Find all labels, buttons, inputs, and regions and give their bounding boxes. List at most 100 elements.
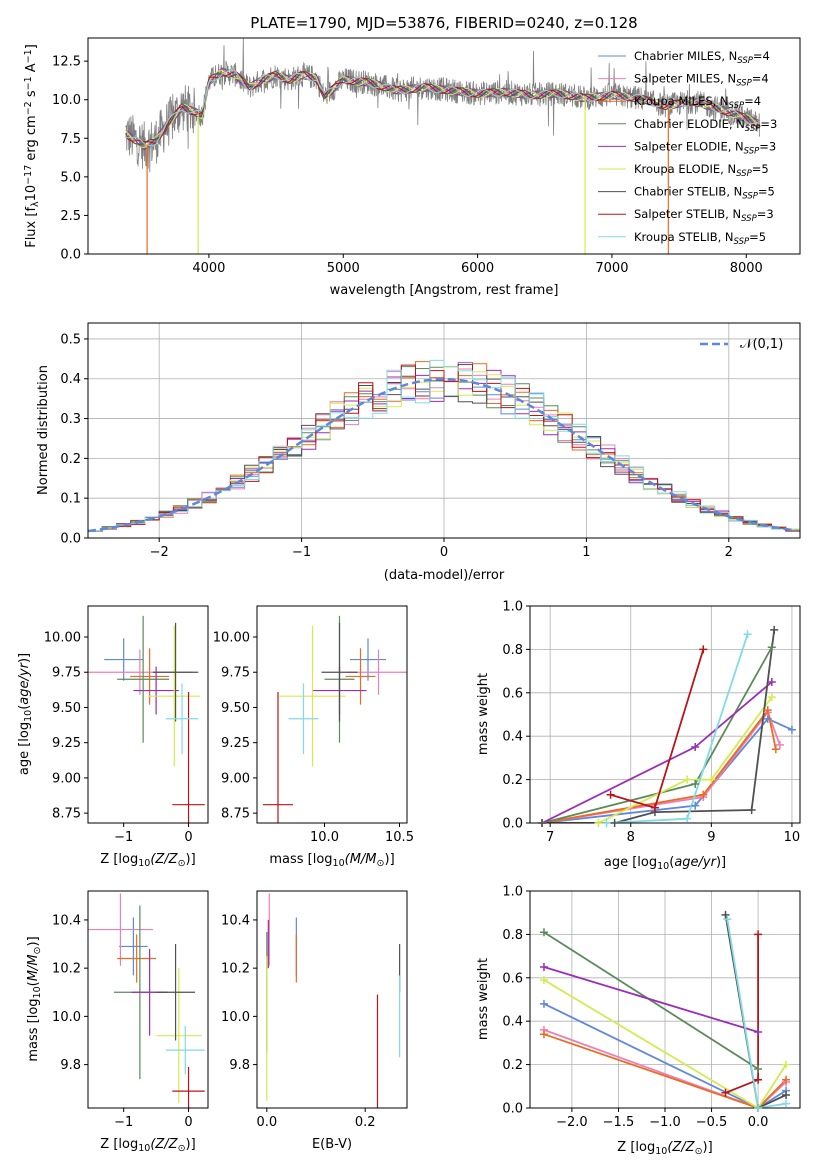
legend-label-text: Salpeter MILES, N	[634, 72, 736, 86]
legend-label-text: Chabrier MILES, N	[634, 49, 737, 63]
weight_vs_z-ylabel: mass weight	[476, 958, 491, 1040]
residuals-ytick-label: 0.2	[60, 452, 81, 467]
spectrum-ylabel-part: −1	[23, 49, 34, 63]
weight_vs_age-ylabel: mass weight	[476, 673, 491, 755]
weight_vs_z-xtick-label: −2.0	[556, 1115, 588, 1130]
age_vs_z-ylabel-part: )]	[17, 653, 32, 663]
age_vs_mass-xlabel-part: mass [log	[269, 852, 332, 867]
weight_vs_z-marker-salpeter_elodie	[539, 962, 548, 971]
age_vs_z-ytick-label: 9.75	[52, 666, 81, 681]
spectrum-legend-label: Chabrier MILES, NSSP=4	[634, 49, 770, 66]
spectrum-ylabel-part: erg cm	[24, 115, 39, 164]
weight_vs_z-ytick-label: 0.4	[502, 1015, 523, 1030]
age_vs_z-xlabel-part: 10	[138, 858, 150, 869]
weight_vs_z-frame	[529, 890, 801, 1109]
weight_vs_age-marker-salpeter_elodie	[691, 743, 700, 752]
spectrum-ylabel-part: −17	[23, 165, 34, 185]
spectrum-model-kroupa_elodie	[125, 69, 760, 149]
mass_vs_z-ylabel: mass [log10(M/M⊙)]	[26, 936, 43, 1061]
residuals-hist-chabrier_stelib	[88, 375, 800, 532]
age_vs_z-xlabel-part: Z [log	[100, 852, 138, 867]
weight_vs_age-xlabel-part: )]	[716, 855, 726, 870]
spectrum-legend-label: Kroupa STELIB, NSSP=5	[634, 230, 766, 247]
residuals-ytick-label: 0.5	[60, 332, 81, 347]
mass_vs_ebv-plot-area	[266, 893, 401, 1108]
spectrum-ytick-label: 7.5	[60, 132, 81, 147]
spectrum-ytick-label: 2.5	[60, 209, 81, 224]
mass_vs_z-ylabel-part: )]	[26, 936, 41, 946]
residuals-plot-area	[88, 359, 800, 533]
spectrum-ytick-label: 12.5	[52, 55, 81, 70]
legend-label-suffix: =4	[753, 49, 770, 63]
spectrum-ylabel-part: s	[24, 90, 39, 101]
age_vs_mass-xtick-label: 10.5	[385, 830, 414, 845]
weight_vs_z-line-chabrier_elodie	[543, 931, 759, 1070]
weight_vs_z-line-kroupa_stelib	[726, 919, 787, 1108]
spectrum-legend-label: Salpeter ELODIE, NSSP=3	[634, 139, 776, 156]
weight_vs_z-ytick-label: 0.0	[502, 1102, 523, 1117]
residuals-gauss-curve	[88, 377, 798, 533]
weight_vs_age-ytick-label: 0.4	[502, 730, 523, 745]
age_vs_z-xlabel-part: (Z/Z	[150, 852, 178, 867]
weight_vs_z-marker-chabrier_miles	[539, 999, 548, 1008]
legend-label-sub: SSP	[734, 236, 750, 246]
residuals-ylabel: Normed distribution	[36, 365, 51, 495]
spectrum-ylabel-part: A	[24, 63, 39, 76]
spectrum-frame	[87, 37, 801, 255]
residuals-legend-label: 𝒩(0,1)	[740, 337, 783, 352]
weight_vs_age-xlabel: age [log10(age/yr)]	[604, 855, 726, 872]
mass_vs_ebv-axes: 0.0 0.2 9.8 10.0 10.2 10.4 E(B-V)	[221, 890, 408, 1152]
age_vs_z-ylabel-part: 10	[23, 710, 34, 722]
weight_vs_age-ytick-label: 0.0	[502, 817, 523, 832]
spectrum-model-kroupa_stelib	[125, 69, 760, 147]
age_vs_z-ytick-label: 9.00	[52, 771, 81, 786]
weight_vs_age-xtick-label: 8	[627, 830, 635, 845]
legend-label-suffix: =5	[758, 185, 775, 199]
spectrum-ytick-label: 10.0	[52, 93, 81, 108]
weight_vs_age-line-chabrier_elodie	[541, 646, 773, 823]
weight_vs_z-xlabel-part: Z [log	[617, 1140, 655, 1155]
weight_vs_z-ytick-label: 0.6	[502, 971, 523, 986]
spectrum-axes: 4000 5000 6000 7000 8000 0.0 2.5 5.0 7.5 10.0 12.5…	[23, 14, 801, 298]
legend-label-suffix: =5	[749, 230, 766, 244]
age_vs_z-ytick-label: 9.50	[52, 701, 81, 716]
age_vs_z-ylabel-part: age [log	[17, 722, 32, 775]
spectrum-xlabel: wavelength [Angstrom, rest frame]	[330, 283, 559, 298]
weight_vs_age-marker-chabrier_miles	[691, 801, 700, 810]
mass_vs_z-xlabel-part: Z [log	[100, 1137, 138, 1152]
weight_vs_z-marker-salpeter_stelib	[754, 930, 763, 939]
legend-label-text: Kroupa STELIB, N	[634, 230, 734, 244]
spectrum-ylabel-part: ]	[24, 44, 39, 49]
legend-label-text: Salpeter STELIB, N	[634, 207, 741, 221]
weight_vs_age-xlabel-part: age [log	[604, 855, 657, 870]
age_vs_z-xlabel-part: )]	[186, 852, 196, 867]
weight_vs_age-xtick-label: 7	[546, 830, 554, 845]
spectrum-model-salpeter_stelib	[125, 71, 760, 145]
mass_vs_z-axes: −1 09.810.010.210.4Z [log10(Z/Z⊙)]mass [l…	[26, 890, 209, 1154]
legend-label-sub: SSP	[729, 101, 745, 111]
spectrum-title: PLATE=1790, MJD=53876, FIBERID=0240, z=0…	[250, 14, 637, 32]
weight_vs_age-line-kroupa_miles	[541, 708, 777, 823]
spectrum-ylabel-part: −2	[23, 101, 34, 115]
legend-label-text: Salpeter ELODIE, N	[634, 139, 744, 153]
spectrum-legend-label: Kroupa ELODIE, NSSP=5	[634, 162, 769, 179]
age_vs_mass-ytick-label: 9.50	[221, 701, 250, 716]
weight_vs_z-xlabel: Z [log10(Z/Z⊙)]	[617, 1140, 712, 1157]
legend-label-sub: SSP	[742, 191, 758, 201]
residuals-ytick-label: 0.0	[60, 532, 81, 547]
weight_vs_z-line-salpeter_elodie	[543, 966, 759, 1033]
weight_vs_age-marker-kroupa_stelib	[743, 630, 752, 639]
spectrum-ylabel-part: λ	[30, 201, 41, 207]
mass_vs_ebv-frame	[256, 890, 408, 1109]
weight_vs_z-marker-salpeter_stelib	[721, 1088, 730, 1097]
weight_vs_age-marker-salpeter_miles	[775, 740, 784, 749]
age_vs_mass-ytick-label: 8.75	[221, 807, 250, 822]
weight_vs_z-marker-kroupa_stelib	[754, 1104, 763, 1112]
legend-label-sub: SSP	[745, 123, 761, 133]
weight_vs_z-marker-chabrier_stelib	[721, 910, 730, 919]
mass_vs_ebv-xlabel: E(B-V)	[312, 1137, 352, 1152]
weight_vs_z-marker-chabrier_stelib	[782, 1090, 791, 1099]
